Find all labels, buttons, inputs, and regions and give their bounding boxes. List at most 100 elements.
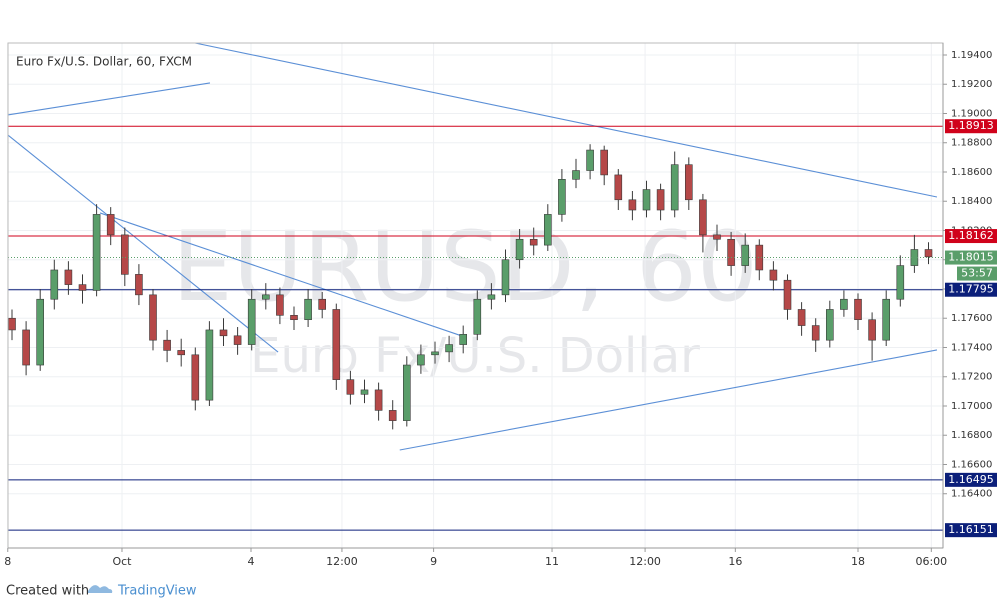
x-tick-label: 16	[728, 555, 742, 568]
candle-body	[840, 298, 848, 310]
candle-body	[543, 214, 552, 246]
y-tick-label: 1.16800	[951, 430, 992, 441]
candle-body	[261, 294, 270, 300]
x-tick-label: 9	[430, 555, 437, 568]
candle-body	[106, 214, 115, 236]
watermark: EURUSD, 60 Euro Fx/U.S. Dollar	[172, 211, 758, 384]
candle-body	[149, 294, 157, 341]
candle-body	[797, 309, 806, 326]
candle-body	[318, 298, 327, 310]
candle-body	[22, 329, 30, 366]
candle-body	[205, 329, 214, 401]
x-tick-label: 06:00	[915, 555, 947, 568]
candle-body	[374, 389, 383, 411]
countdown-box	[957, 266, 997, 281]
current-price-label: 1.18015	[948, 251, 994, 264]
trendline	[99, 212, 462, 337]
x-tick-label: 8	[4, 555, 11, 568]
candle-body	[868, 319, 876, 341]
y-tick-label: 1.17000	[951, 401, 992, 412]
candle-body	[783, 279, 792, 310]
candle-body	[896, 265, 905, 300]
trendline	[399, 349, 938, 451]
candle-body	[92, 214, 101, 291]
trendline	[7, 82, 211, 116]
candle-body	[501, 259, 510, 296]
candle-body	[628, 199, 637, 211]
current-price-box	[945, 250, 997, 265]
candle-body	[529, 238, 538, 246]
candle-body	[459, 334, 468, 345]
candle-body	[515, 238, 524, 261]
y-tick-label: 1.18800	[951, 138, 992, 149]
level-label: 1.18913	[948, 119, 994, 132]
candle-body	[558, 179, 566, 215]
candle-body	[304, 298, 312, 321]
candle-body	[233, 335, 242, 345]
level-label: 1.16495	[948, 473, 994, 486]
level-label: 1.18162	[948, 229, 994, 242]
candle-body	[699, 199, 707, 236]
candle-body	[36, 298, 45, 366]
level-label-box	[945, 229, 997, 244]
candle-body	[445, 344, 453, 353]
candle-body	[388, 410, 397, 421]
candle-body	[402, 364, 411, 421]
candle-body	[656, 189, 665, 211]
tradingview-logo	[88, 585, 113, 593]
y-tick-label: 1.16600	[951, 459, 992, 470]
candle-body	[825, 309, 834, 341]
x-tick-label: 4	[247, 555, 254, 568]
candle-body	[473, 298, 482, 335]
candle-body	[924, 249, 933, 258]
candle-body	[882, 298, 891, 341]
y-tick-label: 1.19200	[951, 79, 992, 90]
candle-body	[769, 269, 778, 281]
level-label: 1.16151	[948, 523, 994, 536]
candle-body	[276, 294, 284, 316]
chart-title: Euro Fx/U.S. Dollar, 60, FXCM	[16, 55, 192, 69]
y-tick-label: 1.18600	[951, 167, 992, 178]
candle-body	[684, 164, 693, 201]
y-tick-label: 1.19400	[951, 50, 992, 61]
candle-body	[431, 351, 439, 356]
candle-body	[614, 174, 623, 201]
candle-body	[177, 350, 185, 356]
candle-body	[642, 189, 651, 211]
candle-body	[572, 170, 580, 180]
y-tick-label: 1.17400	[951, 342, 992, 353]
candle-body	[727, 238, 735, 266]
candle-body	[163, 339, 171, 351]
watermark-symbol: EURUSD, 60	[172, 211, 758, 323]
footer-brand[interactable]: TradingView	[117, 584, 197, 599]
candle-body	[64, 269, 73, 285]
level-label-box	[945, 282, 997, 297]
candle-body	[191, 354, 200, 401]
candle-body	[135, 274, 143, 296]
y-tick-label: 1.19000	[951, 108, 992, 119]
candle-body	[417, 354, 425, 366]
countdown-label: 53:57	[961, 267, 993, 280]
trendline	[194, 42, 938, 198]
x-tick-label: 12:00	[629, 555, 661, 568]
x-tick-label: 11	[545, 555, 559, 568]
candle-body	[854, 298, 862, 321]
candle-body	[50, 269, 59, 300]
x-tick-label: Oct	[112, 555, 132, 568]
y-tick-label: 1.17200	[951, 372, 992, 383]
candle-body	[247, 298, 256, 345]
candle-body	[78, 284, 87, 291]
y-tick-label: 1.18400	[951, 196, 992, 207]
candle-body	[8, 317, 16, 331]
candle-body	[670, 164, 679, 211]
candle-body	[219, 329, 228, 337]
trendline	[7, 134, 279, 353]
candle-body	[487, 294, 496, 300]
level-label: 1.17795	[948, 283, 994, 296]
candle-body	[713, 234, 721, 240]
candle-body	[346, 379, 355, 395]
candle-body	[332, 309, 341, 380]
level-label-box	[945, 523, 997, 538]
candle-body	[360, 389, 369, 395]
